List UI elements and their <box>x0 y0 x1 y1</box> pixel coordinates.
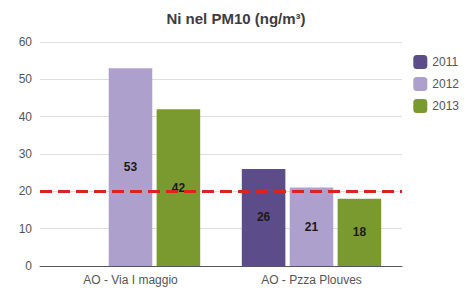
svg-text:AO - Pzza Plouves: AO - Pzza Plouves <box>261 273 362 287</box>
svg-text:21: 21 <box>305 220 319 234</box>
svg-text:10: 10 <box>19 222 33 236</box>
svg-text:18: 18 <box>353 225 367 239</box>
svg-text:50: 50 <box>19 72 33 86</box>
svg-text:Ni nel PM10 (ng/m³): Ni nel PM10 (ng/m³) <box>166 10 305 27</box>
svg-text:40: 40 <box>19 110 33 124</box>
svg-text:2011: 2011 <box>432 55 458 69</box>
svg-text:30: 30 <box>19 147 33 161</box>
svg-text:2012: 2012 <box>432 77 459 91</box>
svg-text:26: 26 <box>257 210 271 224</box>
svg-text:0: 0 <box>25 259 32 273</box>
svg-text:2013: 2013 <box>432 99 459 113</box>
svg-text:20: 20 <box>19 184 33 198</box>
svg-text:42: 42 <box>171 180 186 195</box>
svg-text:53: 53 <box>124 160 138 174</box>
svg-text:60: 60 <box>19 35 33 49</box>
svg-text:AO - Via I maggio: AO - Via I maggio <box>83 273 178 287</box>
